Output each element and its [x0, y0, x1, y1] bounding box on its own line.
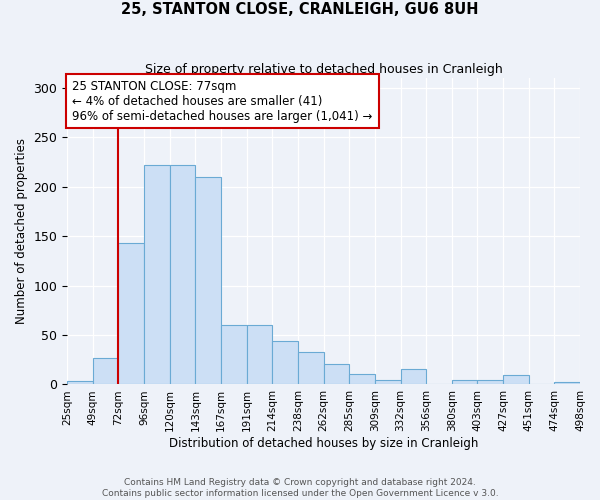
Bar: [144, 165, 170, 384]
Text: Contains HM Land Registry data © Crown copyright and database right 2024.
Contai: Contains HM Land Registry data © Crown c…: [101, 478, 499, 498]
X-axis label: Distribution of detached houses by size in Cranleigh: Distribution of detached houses by size …: [169, 437, 478, 450]
Bar: [93, 358, 118, 384]
Bar: [67, 382, 93, 384]
Bar: [170, 165, 196, 384]
Bar: [298, 352, 323, 384]
Bar: [401, 368, 426, 384]
Bar: [478, 380, 503, 384]
Bar: [272, 341, 298, 384]
Bar: [196, 177, 221, 384]
Bar: [349, 374, 375, 384]
Bar: [118, 243, 144, 384]
Bar: [503, 374, 529, 384]
Bar: [554, 382, 580, 384]
Bar: [247, 325, 272, 384]
Bar: [452, 380, 478, 384]
Text: 25, STANTON CLOSE, CRANLEIGH, GU6 8UH: 25, STANTON CLOSE, CRANLEIGH, GU6 8UH: [121, 2, 479, 18]
Text: 25 STANTON CLOSE: 77sqm
← 4% of detached houses are smaller (41)
96% of semi-det: 25 STANTON CLOSE: 77sqm ← 4% of detached…: [72, 80, 373, 122]
Bar: [323, 364, 349, 384]
Y-axis label: Number of detached properties: Number of detached properties: [15, 138, 28, 324]
Bar: [221, 325, 247, 384]
Title: Size of property relative to detached houses in Cranleigh: Size of property relative to detached ho…: [145, 62, 502, 76]
Bar: [375, 380, 401, 384]
